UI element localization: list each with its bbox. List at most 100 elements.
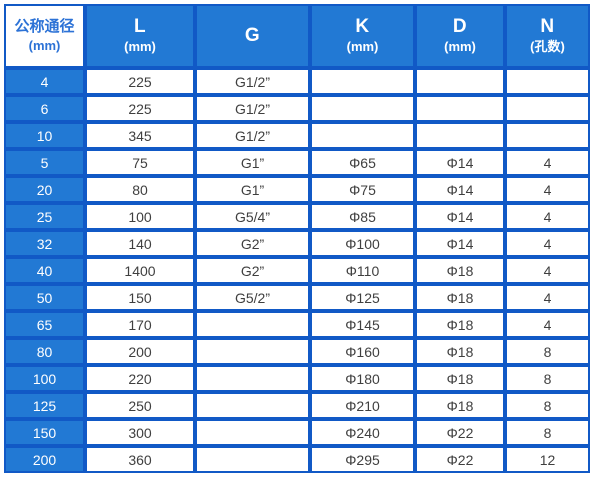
cell-l: 140 [85, 230, 195, 257]
column-header-l: L (mm) [85, 4, 195, 68]
column-header-d-unit: (mm) [444, 39, 476, 54]
cell-n: 8 [505, 392, 590, 419]
cell-dn: 65 [4, 311, 85, 338]
cell-g [195, 365, 310, 392]
cell-n: 4 [505, 311, 590, 338]
cell-l: 75 [85, 149, 195, 176]
table-row: 25 100 G5/4” Φ85 Φ14 4 [4, 203, 590, 230]
cell-k: Φ65 [310, 149, 415, 176]
cell-d: Φ14 [415, 203, 505, 230]
column-header-l-title: L [133, 16, 147, 37]
cell-l: 225 [85, 95, 195, 122]
cell-dn: 40 [4, 257, 85, 284]
cell-d: Φ18 [415, 338, 505, 365]
cell-dn: 50 [4, 284, 85, 311]
cell-k: Φ210 [310, 392, 415, 419]
cell-g [195, 392, 310, 419]
column-header-n-title: N [540, 16, 555, 37]
table-body: 4 225 G1/2” 6 225 G1/2” 10 345 G1/2” 5 75 G1” Φ65 Φ14… [4, 68, 590, 473]
cell-n [505, 68, 590, 95]
cell-l: 100 [85, 203, 195, 230]
cell-k: Φ110 [310, 257, 415, 284]
cell-dn: 125 [4, 392, 85, 419]
cell-d: Φ14 [415, 149, 505, 176]
cell-n [505, 95, 590, 122]
table-row: 5 75 G1” Φ65 Φ14 4 [4, 149, 590, 176]
column-header-d: D (mm) [415, 4, 505, 68]
cell-g [195, 338, 310, 365]
cell-n: 4 [505, 284, 590, 311]
cell-g: G1/2” [195, 95, 310, 122]
cell-n: 8 [505, 365, 590, 392]
cell-l: 360 [85, 446, 195, 473]
cell-l: 80 [85, 176, 195, 203]
column-header-dn: 公称通径 (mm) [4, 4, 85, 68]
cell-d: Φ14 [415, 176, 505, 203]
cell-d: Φ18 [415, 284, 505, 311]
cell-k: Φ240 [310, 419, 415, 446]
cell-k: Φ75 [310, 176, 415, 203]
column-header-l-unit: (mm) [124, 39, 156, 54]
cell-k: Φ295 [310, 446, 415, 473]
cell-d: Φ18 [415, 257, 505, 284]
cell-k: Φ145 [310, 311, 415, 338]
cell-n: 4 [505, 149, 590, 176]
cell-k [310, 95, 415, 122]
table-row: 20 80 G1” Φ75 Φ14 4 [4, 176, 590, 203]
cell-g: G1” [195, 176, 310, 203]
column-header-g-title: G [244, 25, 261, 46]
cell-g: G5/2” [195, 284, 310, 311]
table-row: 6 225 G1/2” [4, 95, 590, 122]
cell-dn: 80 [4, 338, 85, 365]
cell-k: Φ85 [310, 203, 415, 230]
cell-dn: 4 [4, 68, 85, 95]
cell-n: 8 [505, 338, 590, 365]
cell-l: 1400 [85, 257, 195, 284]
column-header-g: G [195, 4, 310, 68]
cell-dn: 5 [4, 149, 85, 176]
cell-d: Φ22 [415, 446, 505, 473]
table-row: 150 300 Φ240 Φ22 8 [4, 419, 590, 446]
column-header-n-unit: (孔数) [530, 39, 565, 54]
cell-d: Φ18 [415, 365, 505, 392]
cell-g: G2” [195, 257, 310, 284]
column-header-n: N (孔数) [505, 4, 590, 68]
cell-k [310, 68, 415, 95]
column-header-dn-unit: (mm) [28, 38, 61, 53]
cell-l: 225 [85, 68, 195, 95]
cell-dn: 10 [4, 122, 85, 149]
column-header-k-unit: (mm) [346, 39, 379, 54]
cell-d: Φ22 [415, 419, 505, 446]
table-row: 200 360 Φ295 Φ22 12 [4, 446, 590, 473]
cell-dn: 150 [4, 419, 85, 446]
cell-dn: 25 [4, 203, 85, 230]
cell-g: G1/2” [195, 68, 310, 95]
table-row: 40 1400 G2” Φ110 Φ18 4 [4, 257, 590, 284]
table-row: 125 250 Φ210 Φ18 8 [4, 392, 590, 419]
cell-dn: 20 [4, 176, 85, 203]
cell-n: 4 [505, 257, 590, 284]
cell-l: 300 [85, 419, 195, 446]
column-header-dn-title: 公称通径 [14, 18, 75, 35]
table-row: 50 150 G5/2” Φ125 Φ18 4 [4, 284, 590, 311]
cell-d: Φ18 [415, 311, 505, 338]
cell-d [415, 68, 505, 95]
cell-dn: 100 [4, 365, 85, 392]
cell-d [415, 95, 505, 122]
cell-n: 8 [505, 419, 590, 446]
cell-k: Φ180 [310, 365, 415, 392]
table-row: 100 220 Φ180 Φ18 8 [4, 365, 590, 392]
table-row: 4 225 G1/2” [4, 68, 590, 95]
column-header-k-title: K [355, 16, 370, 37]
cell-l: 200 [85, 338, 195, 365]
cell-n [505, 122, 590, 149]
table-row: 65 170 Φ145 Φ18 4 [4, 311, 590, 338]
cell-n: 4 [505, 230, 590, 257]
cell-l: 345 [85, 122, 195, 149]
cell-l: 170 [85, 311, 195, 338]
cell-d: Φ14 [415, 230, 505, 257]
cell-g [195, 446, 310, 473]
cell-dn: 6 [4, 95, 85, 122]
cell-n: 4 [505, 176, 590, 203]
cell-g: G1/2” [195, 122, 310, 149]
